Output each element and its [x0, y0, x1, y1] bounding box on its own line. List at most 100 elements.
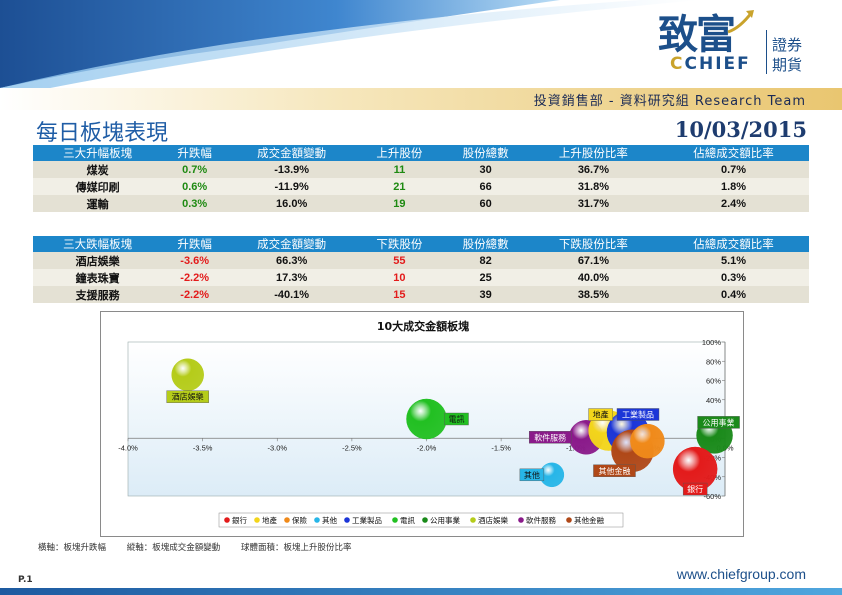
x-tick-label: -1.5%: [491, 443, 511, 452]
rising-ratio: 31.7%: [528, 195, 659, 212]
bubble-label: 其他金融: [598, 466, 630, 476]
table-row: 鐘表珠寶 -2.2% 17.3% 10 25 40.0% 0.3%: [33, 269, 809, 286]
rising-stocks: 11: [356, 161, 443, 178]
table-row: 酒店娛樂 -3.6% 66.3% 55 82 67.1% 5.1%: [33, 252, 809, 269]
legend-marker: [518, 517, 524, 523]
table-header-cell: 股份總數: [442, 236, 529, 252]
rising-ratio: 36.7%: [528, 161, 659, 178]
bubble-電訊: [406, 398, 447, 440]
turnover-share: 1.8%: [658, 178, 809, 195]
rising-ratio: 31.8%: [528, 178, 659, 195]
sector-name: 鐘表珠寶: [33, 269, 163, 286]
bubble-chart: 10大成交金額板塊100%80%60%40%20%0%-20%-40%-60%-…: [100, 311, 744, 537]
turnover-change: -40.1%: [226, 286, 357, 303]
change-pct: 0.6%: [162, 178, 227, 195]
bubble-label-box: [166, 390, 209, 403]
total-stocks: 25: [442, 269, 529, 286]
logo-arrow-icon: [727, 10, 754, 34]
x-tick-label: -2.0%: [417, 443, 437, 452]
table-header-cell: 佔總成交額比率: [658, 145, 809, 161]
turnover-change: -11.9%: [226, 178, 357, 195]
chart-title: 10大成交金額板塊: [377, 319, 469, 333]
company-logo: 致富 CCHIEF 證券 期貨: [648, 2, 818, 82]
x-tick-label: -3.0%: [267, 443, 287, 452]
table-header-cell: 上升股份比率: [528, 145, 659, 161]
bubble-label: 銀行: [687, 484, 703, 494]
table-header-cell: 升跌幅: [162, 236, 227, 252]
legend-marker: [566, 517, 572, 523]
bubble-chart-svg: 10大成交金額板塊100%80%60%40%20%0%-20%-40%-60%-…: [118, 319, 740, 528]
sector-name: 支援服務: [33, 286, 163, 303]
y-tick-label: 60%: [706, 377, 721, 386]
legend-marker: [422, 517, 428, 523]
rising-stocks: 21: [356, 178, 443, 195]
legend-label: 銀行: [232, 515, 247, 525]
website-link[interactable]: www.chiefgroup.com: [676, 566, 806, 582]
table-header-row: 三大升幅板塊 升跌幅 成交金額變動 上升股份 股份總數 上升股份比率 佔總成交額…: [33, 145, 809, 161]
table-header-row: 三大跌幅板塊 升跌幅 成交金額變動 下跌股份 股份總數 下跌股份比率 佔總成交額…: [33, 236, 809, 252]
bubble-label-box: [588, 408, 613, 421]
sector-name: 傳媒印刷: [33, 178, 163, 195]
x-tick-label: -3.5%: [193, 443, 213, 452]
page-number: P.1: [18, 575, 33, 585]
sector-name: 煤炭: [33, 161, 163, 178]
table-header-cell: 成交金額變動: [226, 236, 357, 252]
legend-label: 電訊: [400, 515, 415, 525]
total-stocks: 82: [442, 252, 529, 269]
chart-footnote: 橫軸：板塊升跌幅 縱軸：板塊成交金額變動 球體面積：板塊上升股份比率: [38, 541, 369, 553]
legend-label: 酒店娛樂: [478, 515, 508, 525]
table-row: 傳媒印刷 0.6% -11.9% 21 66 31.8% 1.8%: [33, 178, 809, 195]
falling-stocks: 55: [356, 252, 443, 269]
falling-ratio: 38.5%: [528, 286, 659, 303]
turnover-change: 66.3%: [226, 252, 357, 269]
rising-stocks: 19: [356, 195, 443, 212]
table-row: 支援服務 -2.2% -40.1% 15 39 38.5% 0.4%: [33, 286, 809, 303]
falling-stocks: 10: [356, 269, 443, 286]
turnover-share: 0.3%: [658, 269, 809, 286]
bubble-label-box: [444, 412, 469, 426]
gold-band: [0, 88, 842, 110]
bubble-label: 公用事業: [703, 417, 735, 427]
legend-marker: [470, 517, 476, 523]
falling-ratio: 40.0%: [528, 269, 659, 286]
y-tick-label: 40%: [706, 396, 721, 405]
turnover-change: 16.0%: [226, 195, 357, 212]
x-tick-label: -2.5%: [342, 443, 362, 452]
bubble-保險: [630, 423, 665, 459]
table-row: 運輸 0.3% 16.0% 19 60 31.7% 2.4%: [33, 195, 809, 212]
y-tick-label: 100%: [702, 338, 722, 347]
table-header-cell: 三大跌幅板塊: [33, 236, 163, 252]
table-row: 煤炭 0.7% -13.9% 11 30 36.7% 0.7%: [33, 161, 809, 178]
legend-label: 地產: [262, 515, 277, 525]
bubble-label: 軟件服務: [534, 432, 566, 442]
table-header-cell: 成交金額變動: [226, 145, 357, 161]
bubble-label-box: [697, 416, 740, 429]
logo-english-text: CCHIEF: [670, 54, 751, 74]
turnover-change: -13.9%: [226, 161, 357, 178]
bubble-label-box: [682, 482, 708, 496]
logo-sub-securities: 證券: [772, 36, 803, 54]
bubble-label-box: [519, 468, 545, 482]
bubble-酒店娛樂: [171, 358, 204, 391]
legend-label: 工業製品: [352, 515, 382, 525]
x-tick-label: -4.0%: [118, 443, 138, 452]
legend-marker: [344, 517, 350, 523]
change-pct: -2.2%: [162, 286, 227, 303]
change-pct: -3.6%: [162, 252, 227, 269]
department-label: 投資銷售部 - 資料研究組 Research Team: [533, 94, 806, 109]
legend-label: 軟件服務: [526, 515, 556, 525]
footnote-bubble-size: 球體面積：板塊上升股份比率: [240, 543, 352, 553]
y-tick-label: -60%: [703, 492, 721, 501]
footnote-x-axis: 橫軸：板塊升跌幅: [38, 543, 107, 553]
change-pct: 0.3%: [162, 195, 227, 212]
bubble-label-box: [616, 408, 660, 421]
change-pct: 0.7%: [162, 161, 227, 178]
table-header-cell: 下跌股份: [356, 236, 443, 252]
bubble-label: 電訊: [449, 414, 465, 424]
legend-label: 其他金融: [574, 515, 604, 525]
legend-marker: [284, 517, 290, 523]
turnover-share: 2.4%: [658, 195, 809, 212]
bubble-label: 工業製品: [622, 409, 654, 419]
logo-divider: [766, 30, 767, 74]
table-header-cell: 上升股份: [356, 145, 443, 161]
